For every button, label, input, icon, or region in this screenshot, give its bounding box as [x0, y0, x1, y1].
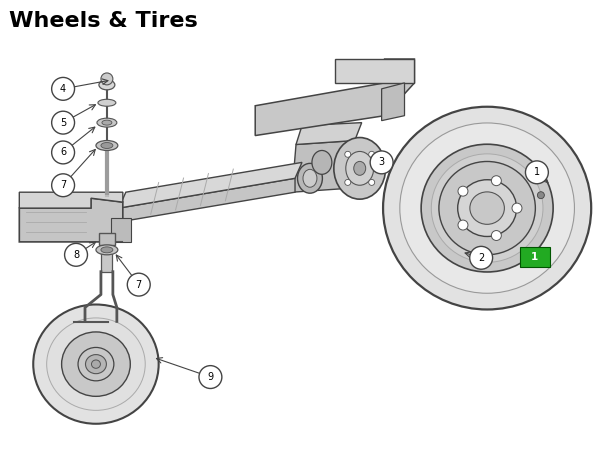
Text: 5: 5 — [60, 117, 66, 128]
Ellipse shape — [96, 245, 118, 255]
Ellipse shape — [78, 347, 114, 381]
Ellipse shape — [33, 305, 158, 424]
Text: 3: 3 — [379, 158, 385, 167]
Polygon shape — [292, 140, 355, 192]
Polygon shape — [119, 178, 295, 222]
Circle shape — [491, 230, 502, 240]
Ellipse shape — [334, 138, 386, 199]
Text: 7: 7 — [60, 180, 66, 190]
Circle shape — [512, 203, 522, 213]
Ellipse shape — [98, 99, 116, 106]
Ellipse shape — [303, 169, 317, 187]
Text: 2: 2 — [478, 253, 484, 263]
Circle shape — [101, 73, 113, 85]
Polygon shape — [296, 123, 362, 144]
Polygon shape — [255, 59, 415, 135]
Ellipse shape — [400, 123, 574, 293]
Polygon shape — [119, 162, 302, 208]
Text: 8: 8 — [73, 250, 79, 260]
Circle shape — [491, 176, 502, 186]
Circle shape — [369, 180, 374, 185]
Circle shape — [345, 151, 351, 158]
Circle shape — [345, 180, 351, 185]
Ellipse shape — [101, 143, 113, 148]
Ellipse shape — [383, 107, 591, 310]
Text: 6: 6 — [60, 148, 66, 157]
Circle shape — [470, 246, 493, 269]
Text: 7: 7 — [136, 279, 142, 290]
Circle shape — [199, 366, 222, 388]
Polygon shape — [19, 192, 123, 208]
Bar — [99, 233, 115, 245]
Ellipse shape — [85, 355, 106, 374]
Circle shape — [458, 220, 468, 230]
Ellipse shape — [47, 318, 145, 410]
Polygon shape — [382, 83, 404, 121]
Circle shape — [52, 174, 74, 197]
Circle shape — [52, 111, 74, 134]
Polygon shape — [19, 198, 123, 242]
FancyBboxPatch shape — [520, 247, 550, 267]
Ellipse shape — [101, 247, 113, 253]
Ellipse shape — [470, 192, 505, 224]
Ellipse shape — [421, 144, 553, 272]
Ellipse shape — [102, 120, 112, 125]
Ellipse shape — [62, 332, 130, 396]
Circle shape — [369, 151, 374, 158]
Ellipse shape — [354, 162, 365, 176]
Ellipse shape — [97, 118, 117, 127]
Circle shape — [52, 141, 74, 164]
Text: 9: 9 — [208, 372, 214, 382]
Bar — [350, 162, 362, 176]
Ellipse shape — [96, 140, 118, 150]
Polygon shape — [335, 59, 415, 83]
Ellipse shape — [312, 150, 332, 174]
Ellipse shape — [431, 154, 543, 262]
Text: Wheels & Tires: Wheels & Tires — [10, 11, 198, 32]
Ellipse shape — [91, 360, 100, 368]
Ellipse shape — [298, 163, 322, 193]
Ellipse shape — [439, 162, 535, 255]
Circle shape — [370, 151, 393, 174]
Polygon shape — [111, 218, 131, 242]
Text: 1: 1 — [534, 167, 540, 177]
Circle shape — [52, 77, 74, 100]
Ellipse shape — [458, 180, 517, 237]
Text: 4: 4 — [60, 84, 66, 94]
Ellipse shape — [346, 152, 374, 185]
Bar — [101, 240, 112, 272]
Circle shape — [538, 192, 544, 198]
Ellipse shape — [99, 80, 115, 90]
Circle shape — [127, 273, 150, 296]
Circle shape — [526, 161, 548, 184]
Circle shape — [65, 243, 88, 266]
Text: 1: 1 — [531, 252, 539, 262]
Circle shape — [458, 186, 468, 196]
